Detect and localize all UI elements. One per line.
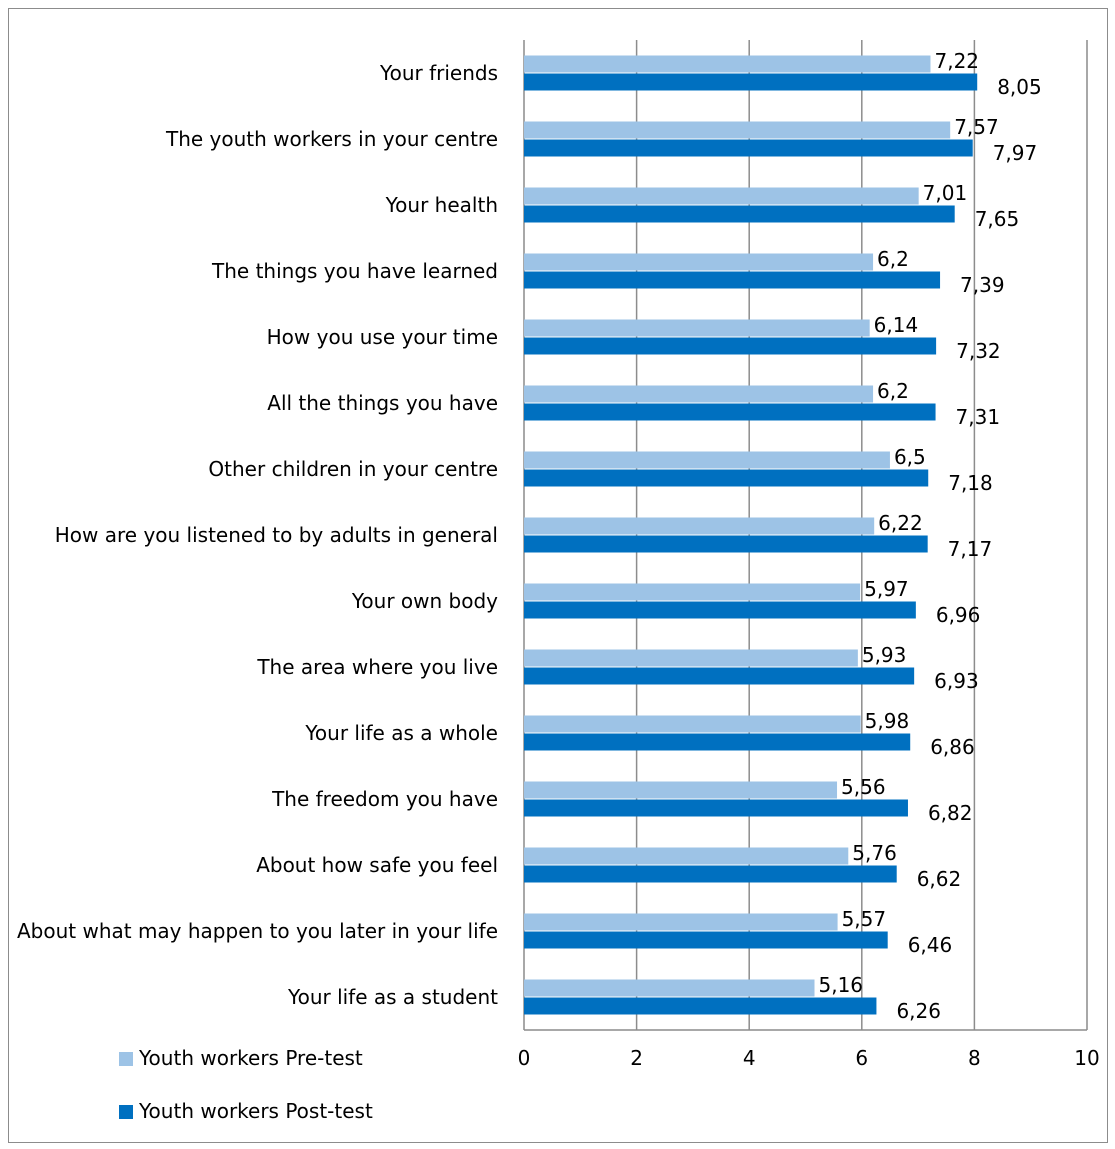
bar-post-test xyxy=(524,73,978,91)
bar-post-test xyxy=(524,733,911,751)
bar-post-test xyxy=(524,403,936,421)
bar-post-test xyxy=(524,469,929,487)
x-tick-label: 10 xyxy=(1074,1046,1099,1070)
data-label-post-test: 7,31 xyxy=(956,405,1001,429)
bar-post-test xyxy=(524,139,973,157)
bar-pre-test xyxy=(524,517,875,535)
bar-pre-test xyxy=(524,781,838,799)
x-tick-label: 0 xyxy=(518,1046,531,1070)
bar-pre-test xyxy=(524,253,874,271)
bar-post-test xyxy=(524,667,915,685)
data-label-post-test: 7,97 xyxy=(993,141,1038,165)
category-label: Your life as a student xyxy=(287,985,498,1009)
category-label: About what may happen to you later in yo… xyxy=(17,919,498,943)
bar-post-test xyxy=(524,535,928,553)
bar-post-test xyxy=(524,865,897,883)
bar-pre-test xyxy=(524,715,861,733)
category-label: About how safe you feel xyxy=(256,853,498,877)
data-label-post-test: 6,96 xyxy=(936,603,981,627)
x-tick-label: 4 xyxy=(743,1046,756,1070)
data-label-pre-test: 6,14 xyxy=(874,313,919,337)
bar-post-test xyxy=(524,799,908,817)
data-label-post-test: 8,05 xyxy=(997,75,1042,99)
data-label-pre-test: 6,2 xyxy=(877,379,909,403)
bar-pre-test xyxy=(524,319,870,337)
x-tick-label: 6 xyxy=(855,1046,868,1070)
data-label-post-test: 7,17 xyxy=(948,537,993,561)
category-label: Other children in your centre xyxy=(208,457,498,481)
bar-post-test xyxy=(524,601,916,619)
data-label-post-test: 7,39 xyxy=(960,273,1005,297)
data-label-post-test: 6,93 xyxy=(934,669,979,693)
data-label-pre-test: 6,5 xyxy=(894,445,926,469)
data-label-pre-test: 6,2 xyxy=(877,247,909,271)
bar-pre-test xyxy=(524,649,858,667)
bar-pre-test xyxy=(524,121,951,139)
category-label: How are you listened to by adults in gen… xyxy=(55,523,498,547)
legend-swatch-pre-test xyxy=(119,1052,133,1066)
bar-pre-test xyxy=(524,187,919,205)
bar-pre-test xyxy=(524,913,838,931)
category-label: The freedom you have xyxy=(271,787,498,811)
bar-pre-test xyxy=(524,847,849,865)
category-label: Your own body xyxy=(351,589,498,613)
data-label-post-test: 7,65 xyxy=(975,207,1020,231)
data-label-pre-test: 5,98 xyxy=(865,709,910,733)
data-label-post-test: 7,32 xyxy=(956,339,1001,363)
category-label: The youth workers in your centre xyxy=(165,127,498,151)
category-label: The area where you live xyxy=(256,655,498,679)
x-tick-label: 8 xyxy=(968,1046,981,1070)
bar-pre-test xyxy=(524,979,815,997)
legend-swatch-post-test xyxy=(119,1105,133,1119)
data-label-pre-test: 6,22 xyxy=(878,511,923,535)
bar-post-test xyxy=(524,931,888,949)
category-label: Your life as a whole xyxy=(304,721,498,745)
data-label-pre-test: 5,97 xyxy=(864,577,909,601)
data-label-pre-test: 7,01 xyxy=(923,181,968,205)
category-label: All the things you have xyxy=(267,391,498,415)
data-label-pre-test: 5,16 xyxy=(819,973,864,997)
bar-post-test xyxy=(524,997,877,1015)
data-label-pre-test: 5,76 xyxy=(852,841,897,865)
data-label-post-test: 6,86 xyxy=(930,735,975,759)
data-label-pre-test: 7,57 xyxy=(954,115,999,139)
data-label-post-test: 7,18 xyxy=(948,471,993,495)
legend-label-pre-test: Youth workers Pre-test xyxy=(138,1046,363,1070)
bar-pre-test xyxy=(524,55,931,73)
data-label-post-test: 6,46 xyxy=(908,933,953,957)
category-label: How you use your time xyxy=(267,325,498,349)
data-label-pre-test: 5,57 xyxy=(842,907,887,931)
bar-pre-test xyxy=(524,451,890,469)
data-label-post-test: 6,62 xyxy=(917,867,962,891)
x-tick-label: 2 xyxy=(630,1046,643,1070)
bar-post-test xyxy=(524,205,955,223)
category-label: Your friends xyxy=(379,61,498,85)
data-label-pre-test: 5,56 xyxy=(841,775,886,799)
data-label-post-test: 6,26 xyxy=(896,999,941,1023)
bar-post-test xyxy=(524,337,937,355)
data-label-pre-test: 5,93 xyxy=(862,643,907,667)
data-label-post-test: 6,82 xyxy=(928,801,973,825)
bar-pre-test xyxy=(524,583,861,601)
bar-pre-test xyxy=(524,385,874,403)
category-label: The things you have learned xyxy=(211,259,498,283)
data-label-pre-test: 7,22 xyxy=(934,49,979,73)
bar-post-test xyxy=(524,271,941,289)
category-label: Your health xyxy=(385,193,498,217)
legend-label-post-test: Youth workers Post-test xyxy=(138,1099,373,1123)
